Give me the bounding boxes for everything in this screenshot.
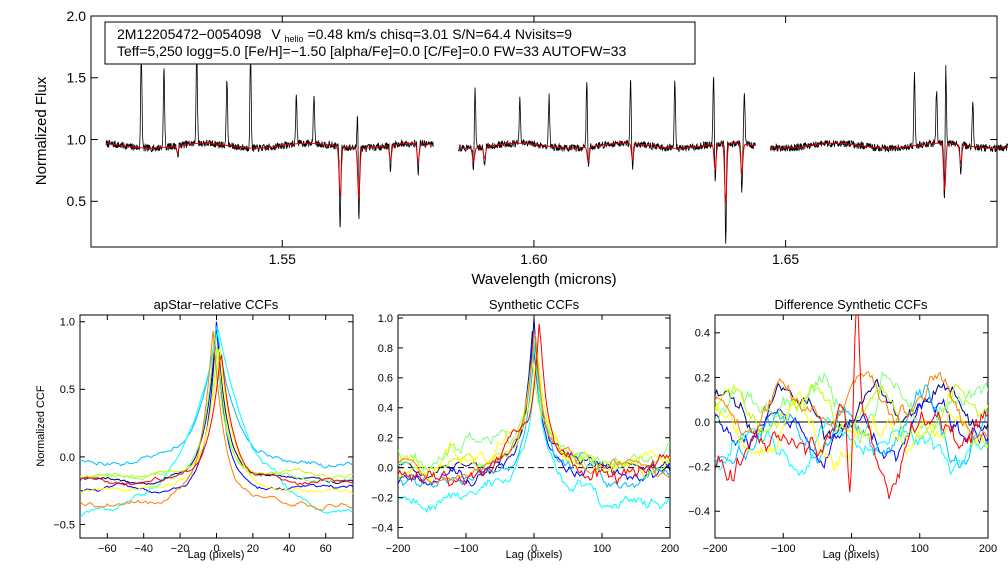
apstar-ccf-xtick-label: 0 xyxy=(213,543,219,555)
spectrum-flux-chip-1 xyxy=(105,50,434,228)
difference-ccf-ytick-label: 0.0 xyxy=(695,417,710,429)
synthetic-ccf-xtick-label: 200 xyxy=(661,543,679,555)
apstar-ccf-ylabel: Normalized CCF xyxy=(35,385,47,467)
synthetic-ccf-data xyxy=(398,317,670,514)
spectrum-ytick-label: 2.0 xyxy=(67,8,87,24)
apstar-ccf-ytick-label: 0.0 xyxy=(60,452,75,464)
star-id: 2M12205472−0054098 xyxy=(117,26,262,42)
synthetic-ccf-series-6 xyxy=(398,358,670,479)
difference-ccf-ytick-label: 0.2 xyxy=(695,372,710,384)
spectrum-model-chip-1 xyxy=(106,142,434,199)
spectrum-model-chip-2 xyxy=(458,142,756,203)
apstar-ccf-xtick-label: 40 xyxy=(283,543,295,555)
difference-ccf-xtick-label: 100 xyxy=(911,543,929,555)
spectrum-frame xyxy=(90,15,998,248)
spectrum-info-line1: 2M12205472−0054098 V helio =0.48 km/s ch… xyxy=(117,26,572,45)
apstar-ccf-ytick-label: −0.5 xyxy=(53,519,75,531)
synthetic-ccf-xtick-label: 100 xyxy=(593,543,611,555)
difference-ccf-xtick-label: 200 xyxy=(979,543,997,555)
spectrum-flux-chip-2 xyxy=(458,76,756,244)
spectrum-info-box xyxy=(104,21,696,65)
difference-ccf-xtick-label: 0 xyxy=(848,543,854,555)
difference-ccf-ytick-label: −0.4 xyxy=(688,506,710,518)
difference-ccf-panel: −200 −100 0 100 200 −0.4 −0.2 0.0 0.2 0.4 Differe… xyxy=(688,297,997,561)
synthetic-ccf-xlabel: Lag (pixels) xyxy=(506,549,563,561)
difference-ccf-ytick-label: −0.2 xyxy=(688,461,710,473)
difference-ccf-series-6 xyxy=(715,383,988,440)
synthetic-ccf-xtick-label: 0 xyxy=(531,543,537,555)
apstar-ccf-xtick-label: −40 xyxy=(134,543,153,555)
synthetic-ccf-ytick-label: 0.0 xyxy=(378,463,393,475)
apstar-ccf-series-6 xyxy=(80,348,353,480)
synthetic-ccf-ytick-label: 0.4 xyxy=(378,403,393,415)
synthetic-ccf-ytick-label: 0.6 xyxy=(378,373,393,385)
velocity-symbol: V xyxy=(271,26,281,42)
difference-ccf-series-group xyxy=(715,315,988,500)
apstar-ccf-series-1 xyxy=(80,321,353,485)
spectrum-xtick-label: 1.55 xyxy=(269,251,296,267)
synthetic-ccf-series-9 xyxy=(398,323,670,487)
apstar-ccf-ticks: −60 −40 −20 0 20 40 60 −0.5 0.0 0.5 1.0 xyxy=(53,315,353,555)
difference-ccf-xtick-label: −100 xyxy=(771,543,796,555)
synthetic-ccf-series-group xyxy=(398,317,670,514)
apstar-ccf-xtick-label: 20 xyxy=(247,543,259,555)
synthetic-ccf-title: Synthetic CCFs xyxy=(489,297,580,312)
spectrum-xtick-label: 1.60 xyxy=(520,251,547,267)
spectrum-ytick-label: 1.0 xyxy=(67,131,87,147)
apstar-ccf-series-9 xyxy=(80,354,353,486)
apstar-ccf-xtick-label: 60 xyxy=(320,543,332,555)
synthetic-ccf-ytick-label: 0.8 xyxy=(378,343,393,355)
apstar-ccf-series-2 xyxy=(80,321,353,494)
difference-ccf-xlabel: Lag (pixels) xyxy=(823,549,880,561)
synthetic-ccf-ytick-label: −0.2 xyxy=(371,492,393,504)
synthetic-ccf-ytick-label: 1.0 xyxy=(378,313,393,325)
apstar-ccf-series-3 xyxy=(80,325,353,469)
apstar-ccf-ytick-label: 0.5 xyxy=(60,384,75,396)
apstar-ccf-panel: −60 −40 −20 0 20 40 60 −0.5 0.0 0.5 1.0 apStar−rel… xyxy=(35,297,354,561)
apstar-ccf-ytick-label: 1.0 xyxy=(60,317,75,329)
synthetic-ccf-series-8 xyxy=(398,331,670,484)
difference-ccf-series-8 xyxy=(715,371,988,441)
difference-ccf-ytick-label: 0.4 xyxy=(695,328,710,340)
synthetic-ccf-xtick-label: −100 xyxy=(454,543,479,555)
spectrum-info-line2: Teff=5,250 logg=5.0 [Fe/H]=−1.50 [alpha/… xyxy=(117,43,626,59)
spectrum-ticks: 1.55 1.60 1.65 0.5 1.0 1.5 2.0 xyxy=(67,8,997,267)
spectrum-model-chip-3 xyxy=(770,142,1008,191)
synthetic-ccf-panel: −200 −100 0 100 200 −0.4 −0.2 0.0 0.2 0.4 0.6 0.8 1.… xyxy=(371,297,679,561)
difference-ccf-series-1 xyxy=(715,378,988,442)
difference-ccf-data xyxy=(715,315,988,500)
synthetic-ccf-ytick-label: 0.2 xyxy=(378,433,393,445)
spectrum-ytick-label: 1.5 xyxy=(67,70,87,86)
difference-ccf-ticks: −200 −100 0 100 200 −0.4 −0.2 0.0 0.2 0.4 xyxy=(688,315,997,555)
velocity-subscript: helio xyxy=(285,34,304,44)
spectrum-data xyxy=(105,50,1008,244)
apstar-ccf-xtick-label: −60 xyxy=(98,543,117,555)
difference-ccf-title: Difference Synthetic CCFs xyxy=(775,297,928,312)
synthetic-ccf-series-5 xyxy=(398,340,670,474)
difference-ccf-xtick-label: −200 xyxy=(703,543,728,555)
apstar-ccf-xtick-label: −20 xyxy=(171,543,190,555)
difference-ccf-series-3 xyxy=(715,384,988,469)
synthetic-ccf-ytick-label: −0.4 xyxy=(371,522,393,534)
apstar-ccf-data xyxy=(80,321,353,518)
spectrum-ylabel: Normalized Flux xyxy=(33,76,50,185)
spectrum-flux-chip-3 xyxy=(770,65,1008,199)
synthetic-ccf-xtick-label: −200 xyxy=(386,543,411,555)
spectrum-ytick-label: 0.5 xyxy=(67,193,87,209)
spectrum-info-stats: =0.48 km/s chisq=3.01 S/N=64.4 Nvisits=9 xyxy=(307,26,572,42)
spectrum-xtick-label: 1.65 xyxy=(772,251,799,267)
apstar-ccf-xlabel: Lag (pixels) xyxy=(188,549,245,561)
difference-ccf-series-5 xyxy=(715,370,988,444)
apstar-ccf-series-8 xyxy=(80,330,353,511)
apstar-ccf-title: apStar−relative CCFs xyxy=(154,297,279,312)
spectrum-xlabel: Wavelength (microns) xyxy=(471,271,616,288)
synthetic-ccf-ticks: −200 −100 0 100 200 −0.4 −0.2 0.0 0.2 0.4 0.6 0.8 1.… xyxy=(371,313,679,555)
spectrum-panel: 1.55 1.60 1.65 0.5 1.0 1.5 2.0 2M12205472−0054… xyxy=(33,8,1008,288)
synthetic-ccf-series-7 xyxy=(398,347,670,483)
difference-ccf-series-9 xyxy=(715,315,988,500)
synthetic-ccf-series-2 xyxy=(398,330,670,487)
apstar-ccf-series-group xyxy=(80,321,353,518)
